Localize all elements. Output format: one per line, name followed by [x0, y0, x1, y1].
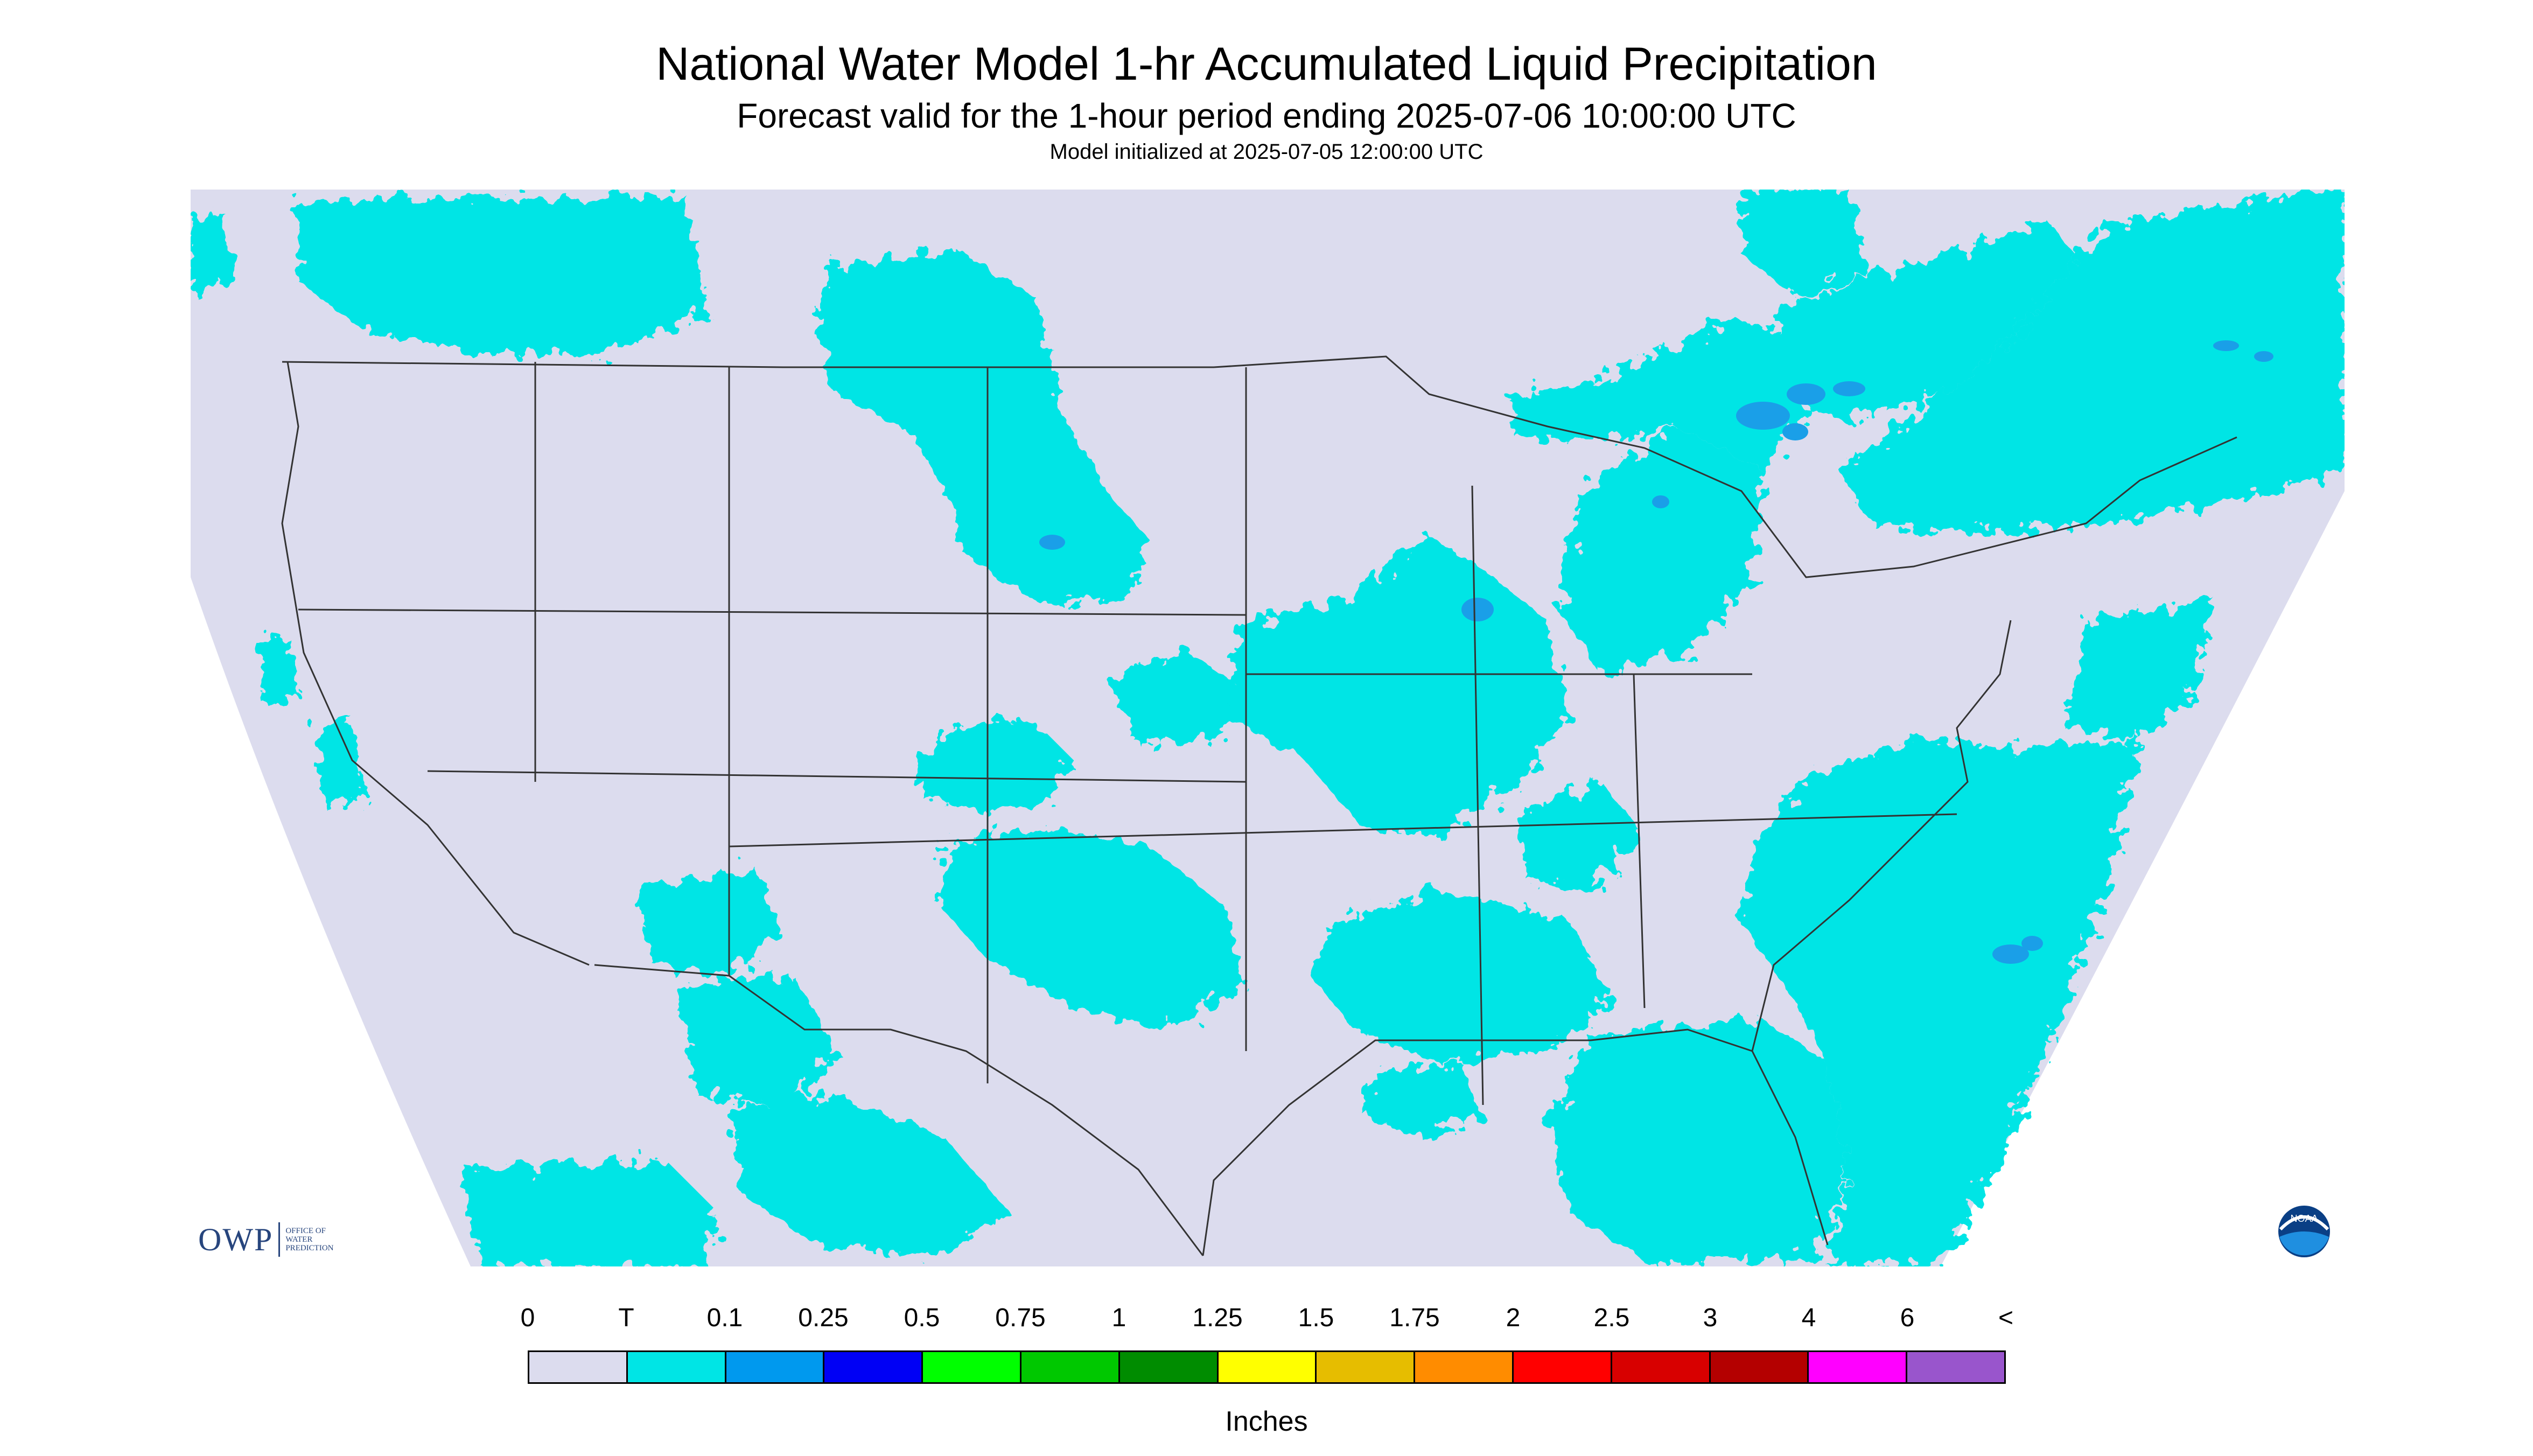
legend-tick-label: T: [618, 1304, 634, 1332]
legend-swatch: [1119, 1352, 1219, 1382]
legend-tick-label: 6: [1900, 1304, 1915, 1332]
legend-swatch: [1218, 1352, 1317, 1382]
precipitation-map: NOAA: [191, 190, 2345, 1266]
noaa-logo-text: NOAA: [2290, 1213, 2318, 1224]
legend-swatch: [1317, 1352, 1416, 1382]
legend-swatch: [1612, 1352, 1711, 1382]
legend-swatch: [824, 1352, 923, 1382]
legend-swatch: [1021, 1352, 1120, 1382]
legend-swatch: [1513, 1352, 1612, 1382]
owp-logo-line: PREDICTION: [285, 1244, 334, 1252]
legend-labels: 0 T 0.1 0.25 0.5 0.75 1 1.25 1.5 1.75 2 2.5 3 4 6 <: [0, 1303, 2533, 1341]
owp-logo-line: OFFICE OF: [285, 1227, 326, 1235]
legend-tick-label: 0: [520, 1304, 535, 1332]
model-init-text: Model initialized at 2025-07-05 12:00:00…: [1049, 140, 1484, 164]
legend-swatch: [923, 1352, 1021, 1382]
legend-tick-label: 1.75: [1389, 1304, 1440, 1332]
legend-tick-label: 1.25: [1192, 1304, 1243, 1332]
legend-tick-label: 4: [1801, 1304, 1816, 1332]
legend-swatch: [726, 1352, 825, 1382]
map-subtitle: Forecast valid for the 1-hour period end…: [737, 96, 1796, 135]
legend-tick-label: <: [1998, 1304, 2014, 1332]
legend-swatch: [1415, 1352, 1514, 1382]
legend-swatch: [1710, 1352, 1809, 1382]
legend-tick-label: 0.5: [904, 1304, 940, 1332]
precip-areas-light: [1039, 340, 2273, 964]
legend-units: Inches: [1225, 1406, 1308, 1437]
noaa-logo: NOAA: [2278, 1206, 2330, 1257]
legend-tick-label: 0.75: [995, 1304, 1046, 1332]
owp-logo-divider: [278, 1222, 281, 1257]
legend-tick-label: 1: [1111, 1304, 1126, 1332]
legend-tick-label: 0.1: [706, 1304, 743, 1332]
state-boundaries: [281, 355, 2237, 1256]
legend-colorbar: [528, 1350, 2006, 1384]
legend-swatch: [1907, 1352, 2004, 1382]
legend-swatch: [529, 1352, 628, 1382]
owp-logo: OWP OFFICE OF WATER PREDICTION: [198, 1218, 334, 1261]
legend-tick-label: 2: [1506, 1304, 1521, 1332]
map-title: National Water Model 1-hr Accumulated Li…: [656, 38, 1877, 90]
legend-tick-label: 1.5: [1298, 1304, 1334, 1332]
owp-logo-text: OFFICE OF WATER PREDICTION: [285, 1227, 333, 1252]
legend-tick-label: 3: [1703, 1304, 1718, 1332]
owp-logo-mark: OWP: [198, 1221, 274, 1257]
legend-tick-label: 0.25: [798, 1304, 849, 1332]
legend-swatch: [627, 1352, 726, 1382]
legend-tick-label: 2.5: [1593, 1304, 1630, 1332]
owp-logo-line: WATER: [285, 1235, 313, 1244]
precip-areas-trace: [191, 190, 2345, 1266]
legend-swatch: [1809, 1352, 1908, 1382]
